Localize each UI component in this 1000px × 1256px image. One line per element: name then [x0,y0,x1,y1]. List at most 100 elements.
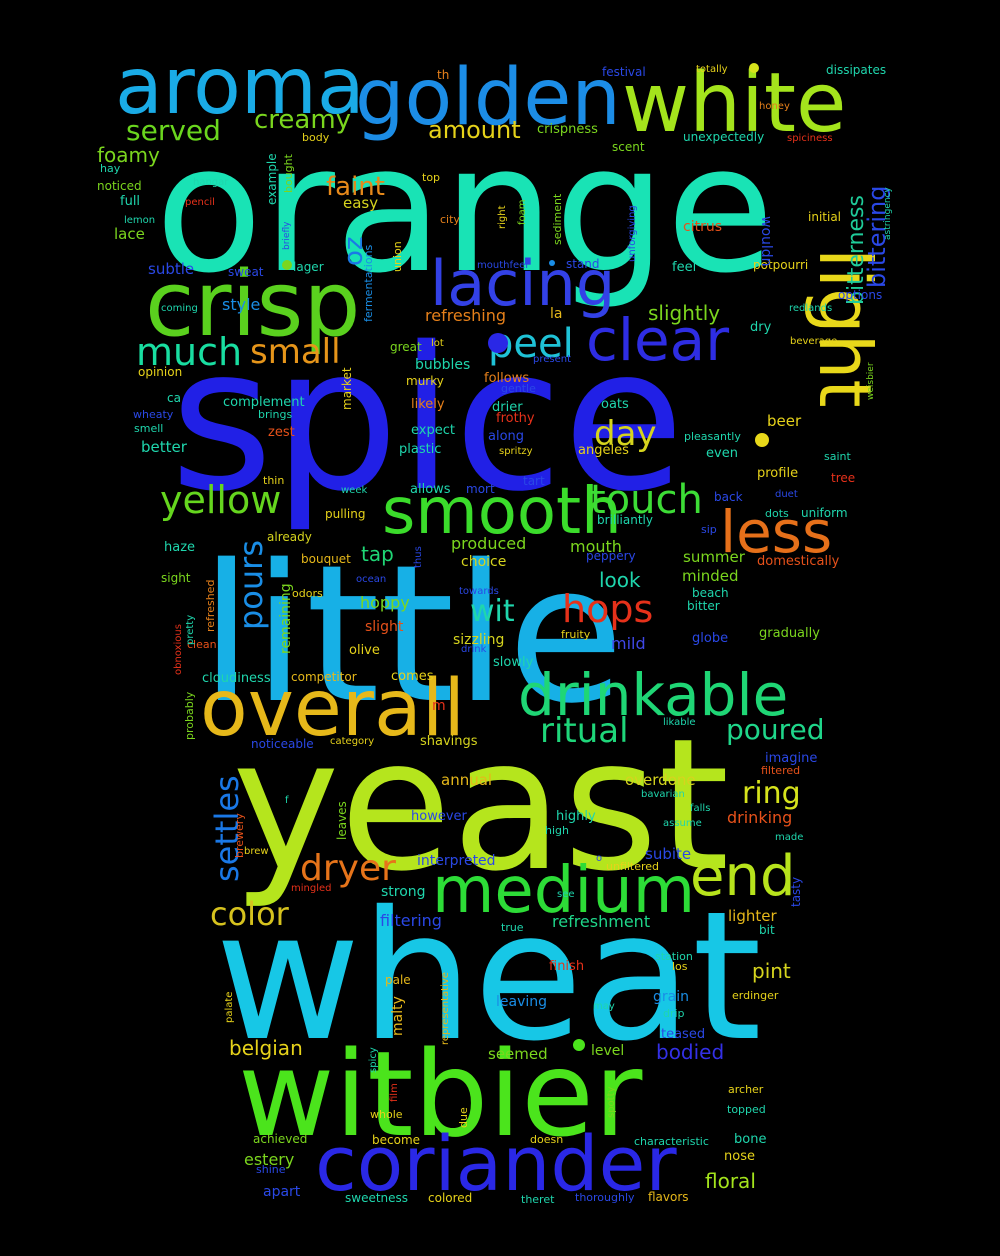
word: briefly [282,221,292,250]
word: gradually [759,626,820,641]
dot [488,333,508,353]
word: odors [292,587,323,600]
word: thus [413,546,424,568]
word: floral [705,1169,756,1193]
word: lighter [728,907,777,925]
word: thin [263,474,284,487]
word: options [838,288,882,302]
word: whole [370,1108,403,1121]
word: faint [326,172,385,202]
word: la [550,306,562,322]
word: yellow [160,478,281,522]
word: wouldn [758,216,774,267]
word: look [599,568,641,592]
word: along [488,429,524,444]
word: sediment [551,193,564,245]
word: competitor [291,670,357,684]
word: f [285,795,289,806]
word: cloudiness [202,671,271,686]
word: film [389,1083,400,1102]
word: feel [672,260,696,275]
word: made [775,832,803,843]
word: totally [696,64,728,75]
word: overall [200,664,465,754]
word: apart [263,1184,301,1200]
word: dissipates [826,63,886,77]
word: remaining [278,583,294,654]
dot [573,1039,585,1051]
word: duet [775,489,798,500]
word: thoroughly [575,1191,635,1204]
word: better [141,438,188,456]
word: achieved [253,1132,307,1146]
word: pint [752,959,791,983]
word: golden [355,53,621,143]
word: already [267,530,312,544]
word: brewery [233,813,246,858]
word: shine [256,1163,286,1176]
word: expect [411,423,455,438]
word: smooth [382,475,622,549]
word: sizzling [453,632,504,648]
word: festival [602,65,646,79]
word: spritzy [499,446,533,457]
word: amount [428,116,521,144]
word: small [250,332,341,372]
word: pencil [185,197,215,208]
word: smell [134,422,163,435]
word: example [265,153,279,205]
word: domestically [757,554,840,569]
word: tart [523,474,545,488]
word: palate [224,992,235,1023]
word: see [557,889,575,900]
word: saint [824,450,851,463]
word: teased [661,1027,705,1042]
word: scent [612,140,645,154]
word: dryer [300,848,396,889]
word: beverage [790,336,837,347]
word: produced [451,534,526,553]
word: gentle [501,382,536,395]
word: crisp [145,252,361,357]
word: oz [339,236,369,266]
word: high [545,824,569,837]
word: bought [282,153,295,193]
word: brings [258,408,293,421]
word: lot [431,338,444,349]
word: station [655,950,693,963]
word: day [594,414,657,454]
word: falls [690,803,710,814]
word: angeles [578,443,629,458]
word: assume [663,818,702,829]
word: bodied [656,1040,724,1064]
word: complement [223,395,305,410]
word: week [341,485,367,496]
word: pleasantly [684,430,741,443]
word: spiciness [787,133,833,144]
word: towards [459,586,499,597]
word: beer [767,412,802,430]
word: malty [390,996,406,1036]
word: oats [601,397,629,412]
word: annual [441,771,492,789]
word: bubbles [415,357,470,373]
word: market [340,367,354,410]
word: due [457,1107,470,1128]
word: mort [466,482,495,496]
word: full [120,194,140,209]
word: peppery [586,549,636,563]
word: tasty [789,877,803,907]
word: level [591,1043,624,1059]
word: seemed [488,1045,548,1063]
word: lace [114,225,145,243]
word: opinion [138,365,182,379]
word: foam [517,199,528,225]
word: topped [727,1103,766,1116]
word: drinkable [518,661,788,729]
word: frothy [496,411,535,426]
word: theret [521,1193,555,1206]
word: drinking [727,808,792,827]
word: great [390,340,422,354]
